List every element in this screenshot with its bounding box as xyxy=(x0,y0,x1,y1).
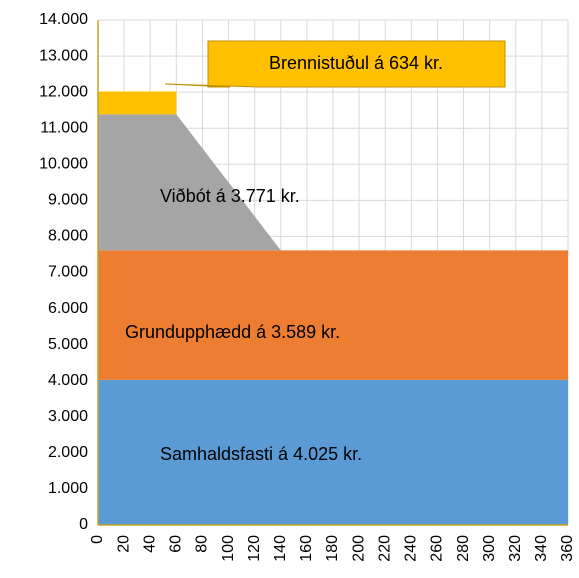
x-tick-label: 300 xyxy=(481,535,498,562)
x-tick-label: 120 xyxy=(246,535,263,562)
y-tick-label: 10.000 xyxy=(39,156,88,173)
x-tick-label: 40 xyxy=(141,535,158,553)
area xyxy=(98,91,568,251)
y-tick-label: 6.000 xyxy=(48,300,88,317)
x-tick-label: 0 xyxy=(89,535,106,544)
annotation: Brennistuðul á 634 kr. xyxy=(269,53,443,73)
x-tick-label: 280 xyxy=(455,535,472,562)
x-tick-label: 20 xyxy=(115,535,132,553)
x-tick-label: 320 xyxy=(507,535,524,562)
y-tick-label: 4.000 xyxy=(48,372,88,389)
x-tick-label: 160 xyxy=(298,535,315,562)
x-tick-label: 240 xyxy=(403,535,420,562)
annotation: Viðbót á 3.771 kr. xyxy=(160,186,300,206)
y-tick-label: 13.000 xyxy=(39,47,88,64)
x-tick-label: 340 xyxy=(533,535,550,562)
x-tick-label: 80 xyxy=(194,535,211,553)
area xyxy=(98,250,568,380)
area xyxy=(98,379,568,525)
y-tick-label: 5.000 xyxy=(48,336,88,353)
x-tick-label: 100 xyxy=(220,535,237,562)
annotation: Samhaldsfasti á 4.025 kr. xyxy=(160,444,362,464)
x-tick-label: 220 xyxy=(376,535,393,562)
x-tick-label: 180 xyxy=(324,535,341,562)
area xyxy=(98,114,568,251)
y-tick-label: 8.000 xyxy=(48,228,88,245)
callout-box xyxy=(164,40,506,88)
y-tick-label: 9.000 xyxy=(48,192,88,209)
y-tick-label: 1.000 xyxy=(48,480,88,497)
y-tick-label: 2.000 xyxy=(48,444,88,461)
x-tick-label: 140 xyxy=(272,535,289,562)
y-tick-label: 12.000 xyxy=(39,83,88,100)
y-tick-label: 11.000 xyxy=(40,119,88,136)
annotation: Grundupphædd á 3.589 kr. xyxy=(125,322,340,342)
x-tick-label: 200 xyxy=(350,535,367,562)
y-tick-label: 7.000 xyxy=(48,264,88,281)
x-tick-label: 60 xyxy=(168,535,185,553)
y-tick-label: 3.000 xyxy=(48,408,88,425)
x-tick-label: 360 xyxy=(559,535,576,562)
y-tick-label: 0 xyxy=(79,516,88,533)
y-tick-label: 14.000 xyxy=(39,11,88,28)
x-tick-label: 260 xyxy=(429,535,446,562)
